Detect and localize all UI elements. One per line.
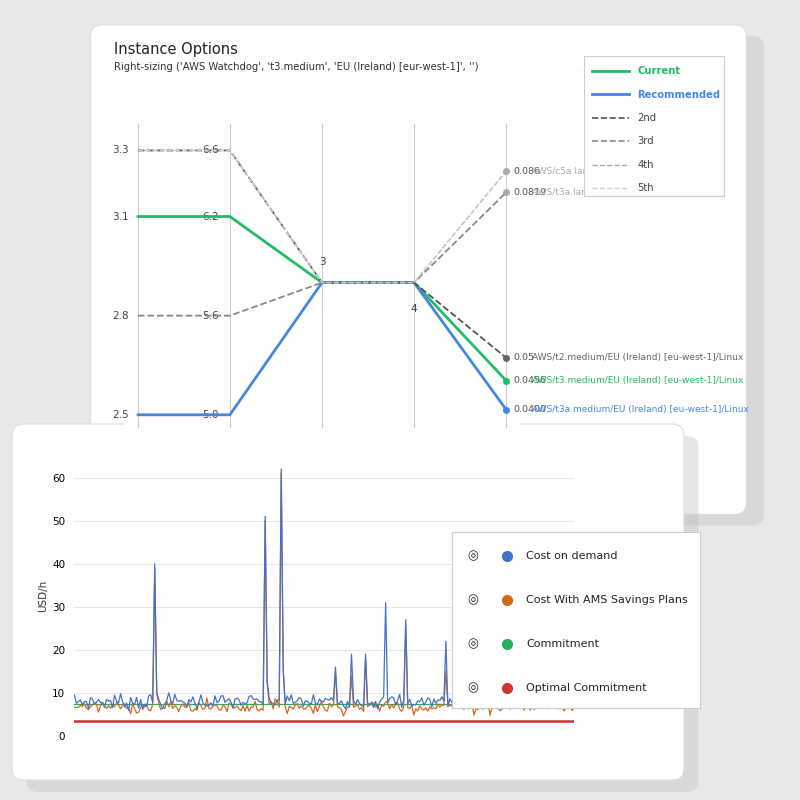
Text: 3.3: 3.3 (112, 146, 129, 155)
Text: 2nd: 2nd (638, 113, 656, 123)
Text: AWS/t3.medium/EU (Ireland) [eu-west-1]/Linux: AWS/t3.medium/EU (Ireland) [eu-west-1]/L… (532, 376, 743, 385)
Text: ◎: ◎ (467, 682, 478, 694)
FancyBboxPatch shape (108, 36, 764, 526)
Text: ◎: ◎ (467, 638, 478, 650)
Text: AWS/c5a.large/EU (Ire...: AWS/c5a.large/EU (Ire... (532, 166, 639, 176)
Text: AWS/t2.medium/EU (Ireland) [eu-west-1]/Linux: AWS/t2.medium/EU (Ireland) [eu-west-1]/L… (532, 354, 743, 362)
Text: Current: Current (638, 66, 680, 76)
Text: 3rd: 3rd (638, 136, 654, 146)
Text: 0.086: 0.086 (514, 166, 541, 176)
Text: 0.0456: 0.0456 (514, 376, 546, 385)
Text: Cost With AMS Savings Plans: Cost With AMS Savings Plans (526, 595, 688, 605)
Text: ◎: ◎ (467, 594, 478, 606)
Text: Cost on demand: Cost on demand (526, 551, 618, 562)
Text: CPUClock
SpeedGHz: CPUClock SpeedGHz (114, 460, 162, 479)
Text: CPUCores: CPUCores (299, 460, 345, 469)
Text: ◎: ◎ (467, 550, 478, 562)
Text: 2.5: 2.5 (112, 410, 129, 420)
Text: 3: 3 (318, 257, 326, 266)
Text: 4: 4 (410, 304, 418, 314)
FancyBboxPatch shape (26, 436, 698, 792)
Text: Instance Options: Instance Options (114, 42, 238, 58)
FancyBboxPatch shape (90, 25, 746, 514)
Text: Right-sizing ('AWS Watchdog', 't3.medium', 'EU (Ireland) [eur-west-1]', ''): Right-sizing ('AWS Watchdog', 't3.medium… (114, 62, 479, 72)
Text: 4th: 4th (638, 159, 654, 170)
Text: 0.05: 0.05 (514, 354, 534, 362)
Text: 6.2: 6.2 (202, 211, 219, 222)
FancyBboxPatch shape (12, 424, 684, 780)
Text: 3.1: 3.1 (112, 211, 129, 222)
Text: Commitment: Commitment (526, 639, 599, 650)
Text: MemoryGB: MemoryGB (388, 460, 440, 469)
Text: 5th: 5th (638, 183, 654, 193)
Text: OnDemandPrice
(USD/h): OnDemandPrice (USD/h) (468, 460, 545, 479)
Text: 0.0819: 0.0819 (514, 188, 546, 197)
Text: 0.0400: 0.0400 (514, 405, 546, 414)
Text: 5.6: 5.6 (202, 310, 219, 321)
Text: Optimal Commitment: Optimal Commitment (526, 683, 647, 693)
Text: AWS/t3a.large/EU (Ire...: AWS/t3a.large/EU (Ire... (532, 188, 638, 197)
Text: CPUCapacity
GHz: CPUCapacity GHz (199, 460, 261, 479)
Text: 2.8: 2.8 (112, 310, 129, 321)
Y-axis label: USD/h: USD/h (38, 580, 48, 612)
Text: AWS/t3a.medium/EU (Ireland) [eu-west-1]/Linux: AWS/t3a.medium/EU (Ireland) [eu-west-1]/… (532, 405, 749, 414)
Text: 5.0: 5.0 (202, 410, 219, 420)
Text: 6.6: 6.6 (202, 146, 219, 155)
Text: Recommended: Recommended (638, 90, 720, 99)
